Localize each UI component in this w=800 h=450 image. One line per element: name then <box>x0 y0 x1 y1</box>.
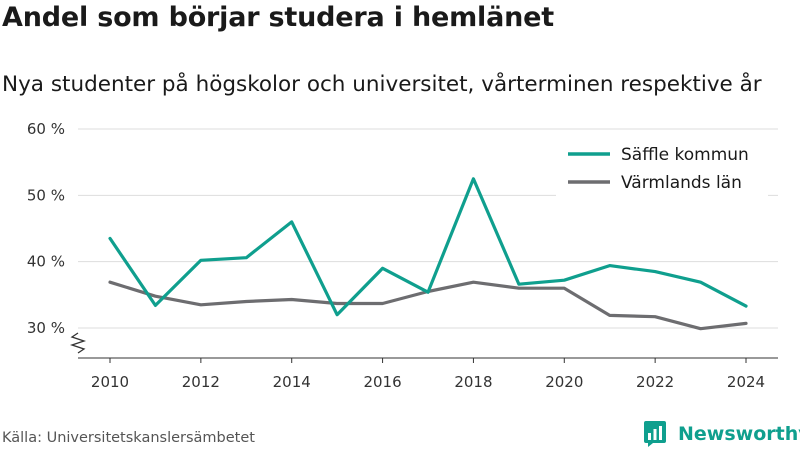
y-tick-label: 30 % <box>27 319 65 337</box>
x-tick-label: 2020 <box>545 373 583 391</box>
x-tick-label: 2014 <box>273 373 311 391</box>
brand-logo: Newsworthy <box>644 421 800 447</box>
axis-break-icon <box>69 332 87 354</box>
source-note: Källa: Universitetskanslersämbetet <box>2 430 255 446</box>
x-tick-label: 2022 <box>636 373 674 391</box>
legend-label: Säffle kommun <box>621 145 749 165</box>
legend-label: Värmlands län <box>621 173 742 193</box>
x-tick-label: 2018 <box>454 373 492 391</box>
y-tick-label: 60 % <box>27 120 65 138</box>
bar-chart-logo-icon <box>644 421 666 447</box>
y-tick-label: 50 % <box>27 186 65 204</box>
chart-title: Andel som börjar studera i hemlänet <box>2 2 554 33</box>
x-tick-label: 2016 <box>363 373 401 391</box>
chart-subtitle: Nya studenter på högskolor och universit… <box>2 72 762 97</box>
series-line <box>108 177 748 317</box>
x-tick-label: 2010 <box>91 373 129 391</box>
x-tick-label: 2024 <box>727 373 765 391</box>
x-tick-label: 2012 <box>182 373 220 391</box>
legend-background <box>556 138 768 200</box>
y-tick-label: 40 % <box>27 253 65 271</box>
brand-name: Newsworthy <box>678 423 800 445</box>
